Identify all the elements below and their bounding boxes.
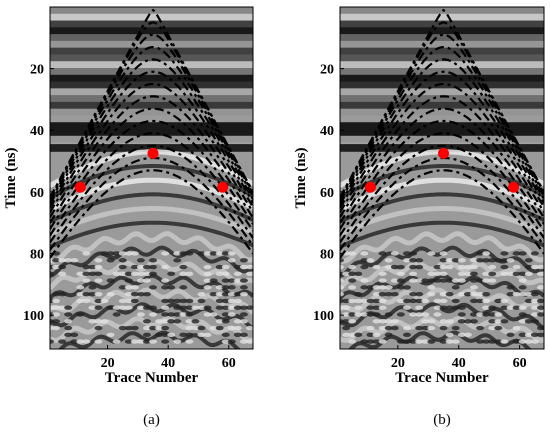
hyperbola-8 [50,95,253,218]
panel-caption: (b) [433,412,451,428]
y-tick-label: 80 [320,247,334,262]
y-tick-label: 20 [320,63,334,78]
data-point-2 [438,147,450,159]
radargram-bands [340,7,544,152]
y-tick-label: 100 [313,309,334,324]
hyperbola-4 [340,45,544,203]
hyperbola-7 [50,82,253,214]
panel-a: 20 40 60 80 100 20 40 60 Trace Number Time (ns) (a… [3,6,254,428]
plot-area [340,7,544,349]
panel-caption: (a) [143,412,160,428]
hyperbola-11 [50,132,253,237]
plot-area [50,7,253,349]
panel-b: 20 40 60 80 100 20 40 60 Trace Number Time (ns) (b… [293,6,545,428]
y-tick-label: 40 [320,124,334,139]
y-axis-label: Time (ns) [293,148,309,209]
y-axis-label: Time (ns) [3,148,19,209]
radargram-bands [50,7,253,152]
y-tick-label: 80 [30,247,44,262]
y-tick-label: 40 [30,124,44,139]
hyperbola-5 [50,58,253,206]
hyperbola-5 [340,58,544,206]
hyperbola-9 [50,107,253,224]
x-tick-label: 20 [391,356,405,371]
hyperbola-10 [340,119,544,230]
y-tick-label: 60 [30,186,44,201]
x-tick-label: 40 [452,356,466,371]
x-tick-label: 60 [513,356,527,371]
hyperbola-overlay [340,8,544,259]
x-tick-label: 20 [101,356,115,371]
x-axis-label: Trace Number [395,370,489,386]
hyperbola-14 [340,169,544,259]
hyperbola-7 [340,82,544,214]
axes-frame [339,6,545,350]
x-axis-label: Trace Number [105,370,199,386]
y-tick-label: 60 [320,186,334,201]
hyperbola-10 [50,119,253,230]
y-tick-label: 20 [30,63,44,78]
data-point-3 [508,181,520,193]
data-point-2 [147,147,159,159]
hyperbola-12 [340,144,544,244]
hyperbola-3 [50,33,253,201]
axes-frame [49,6,254,350]
y-tick-label: 100 [23,309,44,324]
radargram-clutter [340,251,544,344]
hyperbola-3 [340,33,544,201]
hyperbola-6 [340,70,544,209]
hyperbola-2 [340,21,544,199]
hyperbola-9 [340,107,544,224]
data-point-1 [364,181,376,193]
data-point-1 [74,181,86,193]
data-point-3 [217,181,229,193]
radargram-clutter [50,251,253,344]
hyperbola-2 [50,21,253,199]
hyperbola-11 [340,132,544,237]
x-tick-label: 60 [222,356,236,371]
hyperbola-8 [340,95,544,218]
hyperbola-14 [50,169,253,259]
hyperbola-6 [50,70,253,209]
x-tick-label: 40 [161,356,175,371]
hyperbola-4 [50,45,253,203]
hyperbola-12 [50,144,253,244]
